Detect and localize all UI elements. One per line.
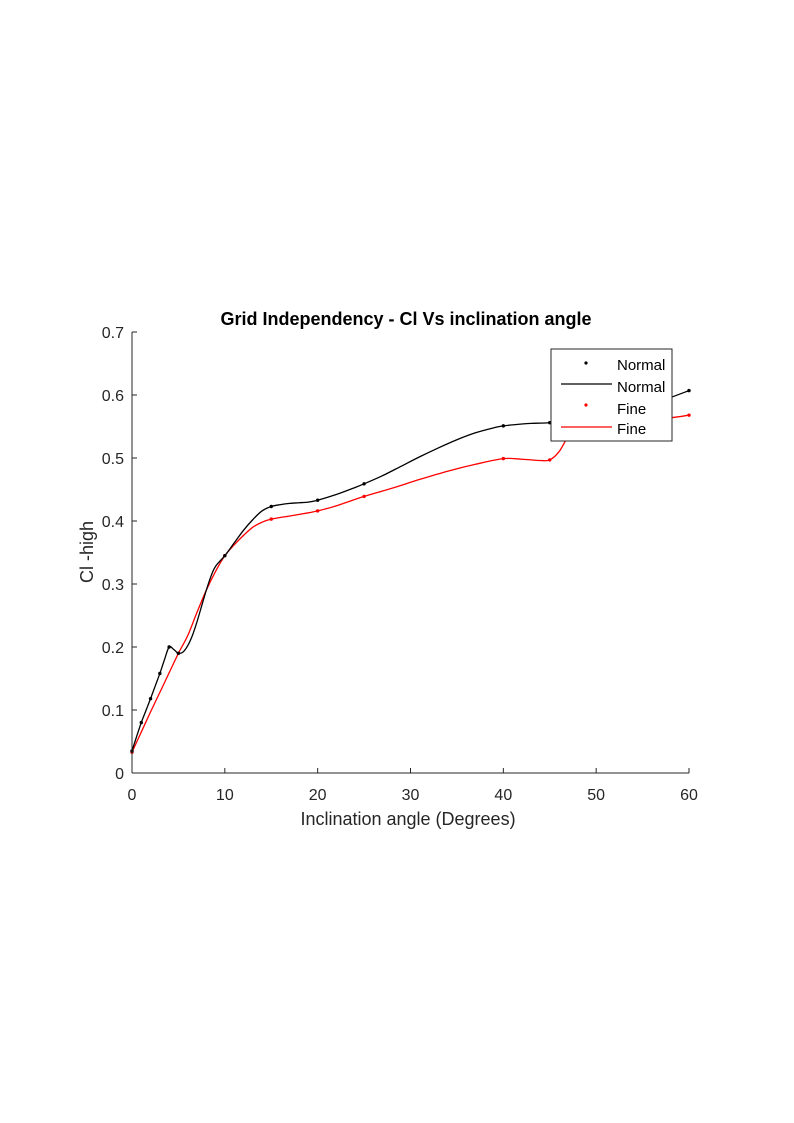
legend-marker-fine [584,403,588,407]
legend-label-normal-line: Normal [617,379,665,396]
y-axis-label: Cl -high [77,521,97,583]
plot-area [130,388,691,754]
data-point-normal [139,720,143,725]
data-point-fine [269,517,273,521]
y-tick-label: 0.4 [102,514,124,531]
legend-marker-normal [584,361,588,365]
data-point-fine [362,494,366,499]
legend-label-fine-line: Fine [617,421,646,438]
data-point-normal [167,645,171,649]
chart-title: Grid Independency - Cl Vs inclination an… [220,309,591,329]
y-tick-label: 0.3 [102,577,124,594]
data-point-normal [176,651,181,655]
x-tick-label: 30 [402,787,420,804]
data-point-normal [687,388,691,393]
series-layer [130,388,691,754]
x-tick-label: 60 [680,787,698,804]
data-point-normal [269,504,273,509]
legend-box [550,348,673,442]
x-ticks: 0 10 20 30 40 50 60 [128,768,698,804]
legend: Normal Normal Fine Fine [550,348,673,442]
data-point-normal [158,671,162,676]
x-tick-label: 50 [587,787,605,804]
data-point-fine [548,458,552,462]
y-tick-label: 0 [115,766,124,783]
data-point-fine [687,413,691,417]
data-point-normal [362,482,366,486]
y-tick-label: 0.2 [102,640,124,657]
data-point-fine [315,509,320,513]
data-point-fine [501,456,506,461]
y-ticks: 0 0.1 0.2 0.3 0.4 0.5 0.6 0.7 [102,325,137,783]
legend-label-fine-markers: Fine [617,401,646,418]
x-axis-label: Inclination angle (Degrees) [300,809,515,829]
data-point-normal [148,696,153,701]
data-point-normal [223,553,227,558]
data-point-normal [315,498,320,502]
y-tick-label: 0.7 [102,325,124,342]
y-tick-label: 0.5 [102,451,124,468]
x-tick-label: 10 [216,787,234,804]
data-point-normal [501,424,506,428]
y-tick-label: 0.6 [102,388,124,405]
x-tick-label: 20 [309,787,327,804]
x-tick-label: 0 [128,787,137,804]
series-line-fine [131,414,690,753]
y-tick-label: 0.1 [102,703,124,720]
x-tick-label: 40 [494,787,512,804]
axes: 0 10 20 30 40 50 60 0 0.1 0.2 0.3 0.4 0.5 0.6 0.7 [102,325,698,804]
legend-label-normal-markers: Normal [617,357,665,374]
